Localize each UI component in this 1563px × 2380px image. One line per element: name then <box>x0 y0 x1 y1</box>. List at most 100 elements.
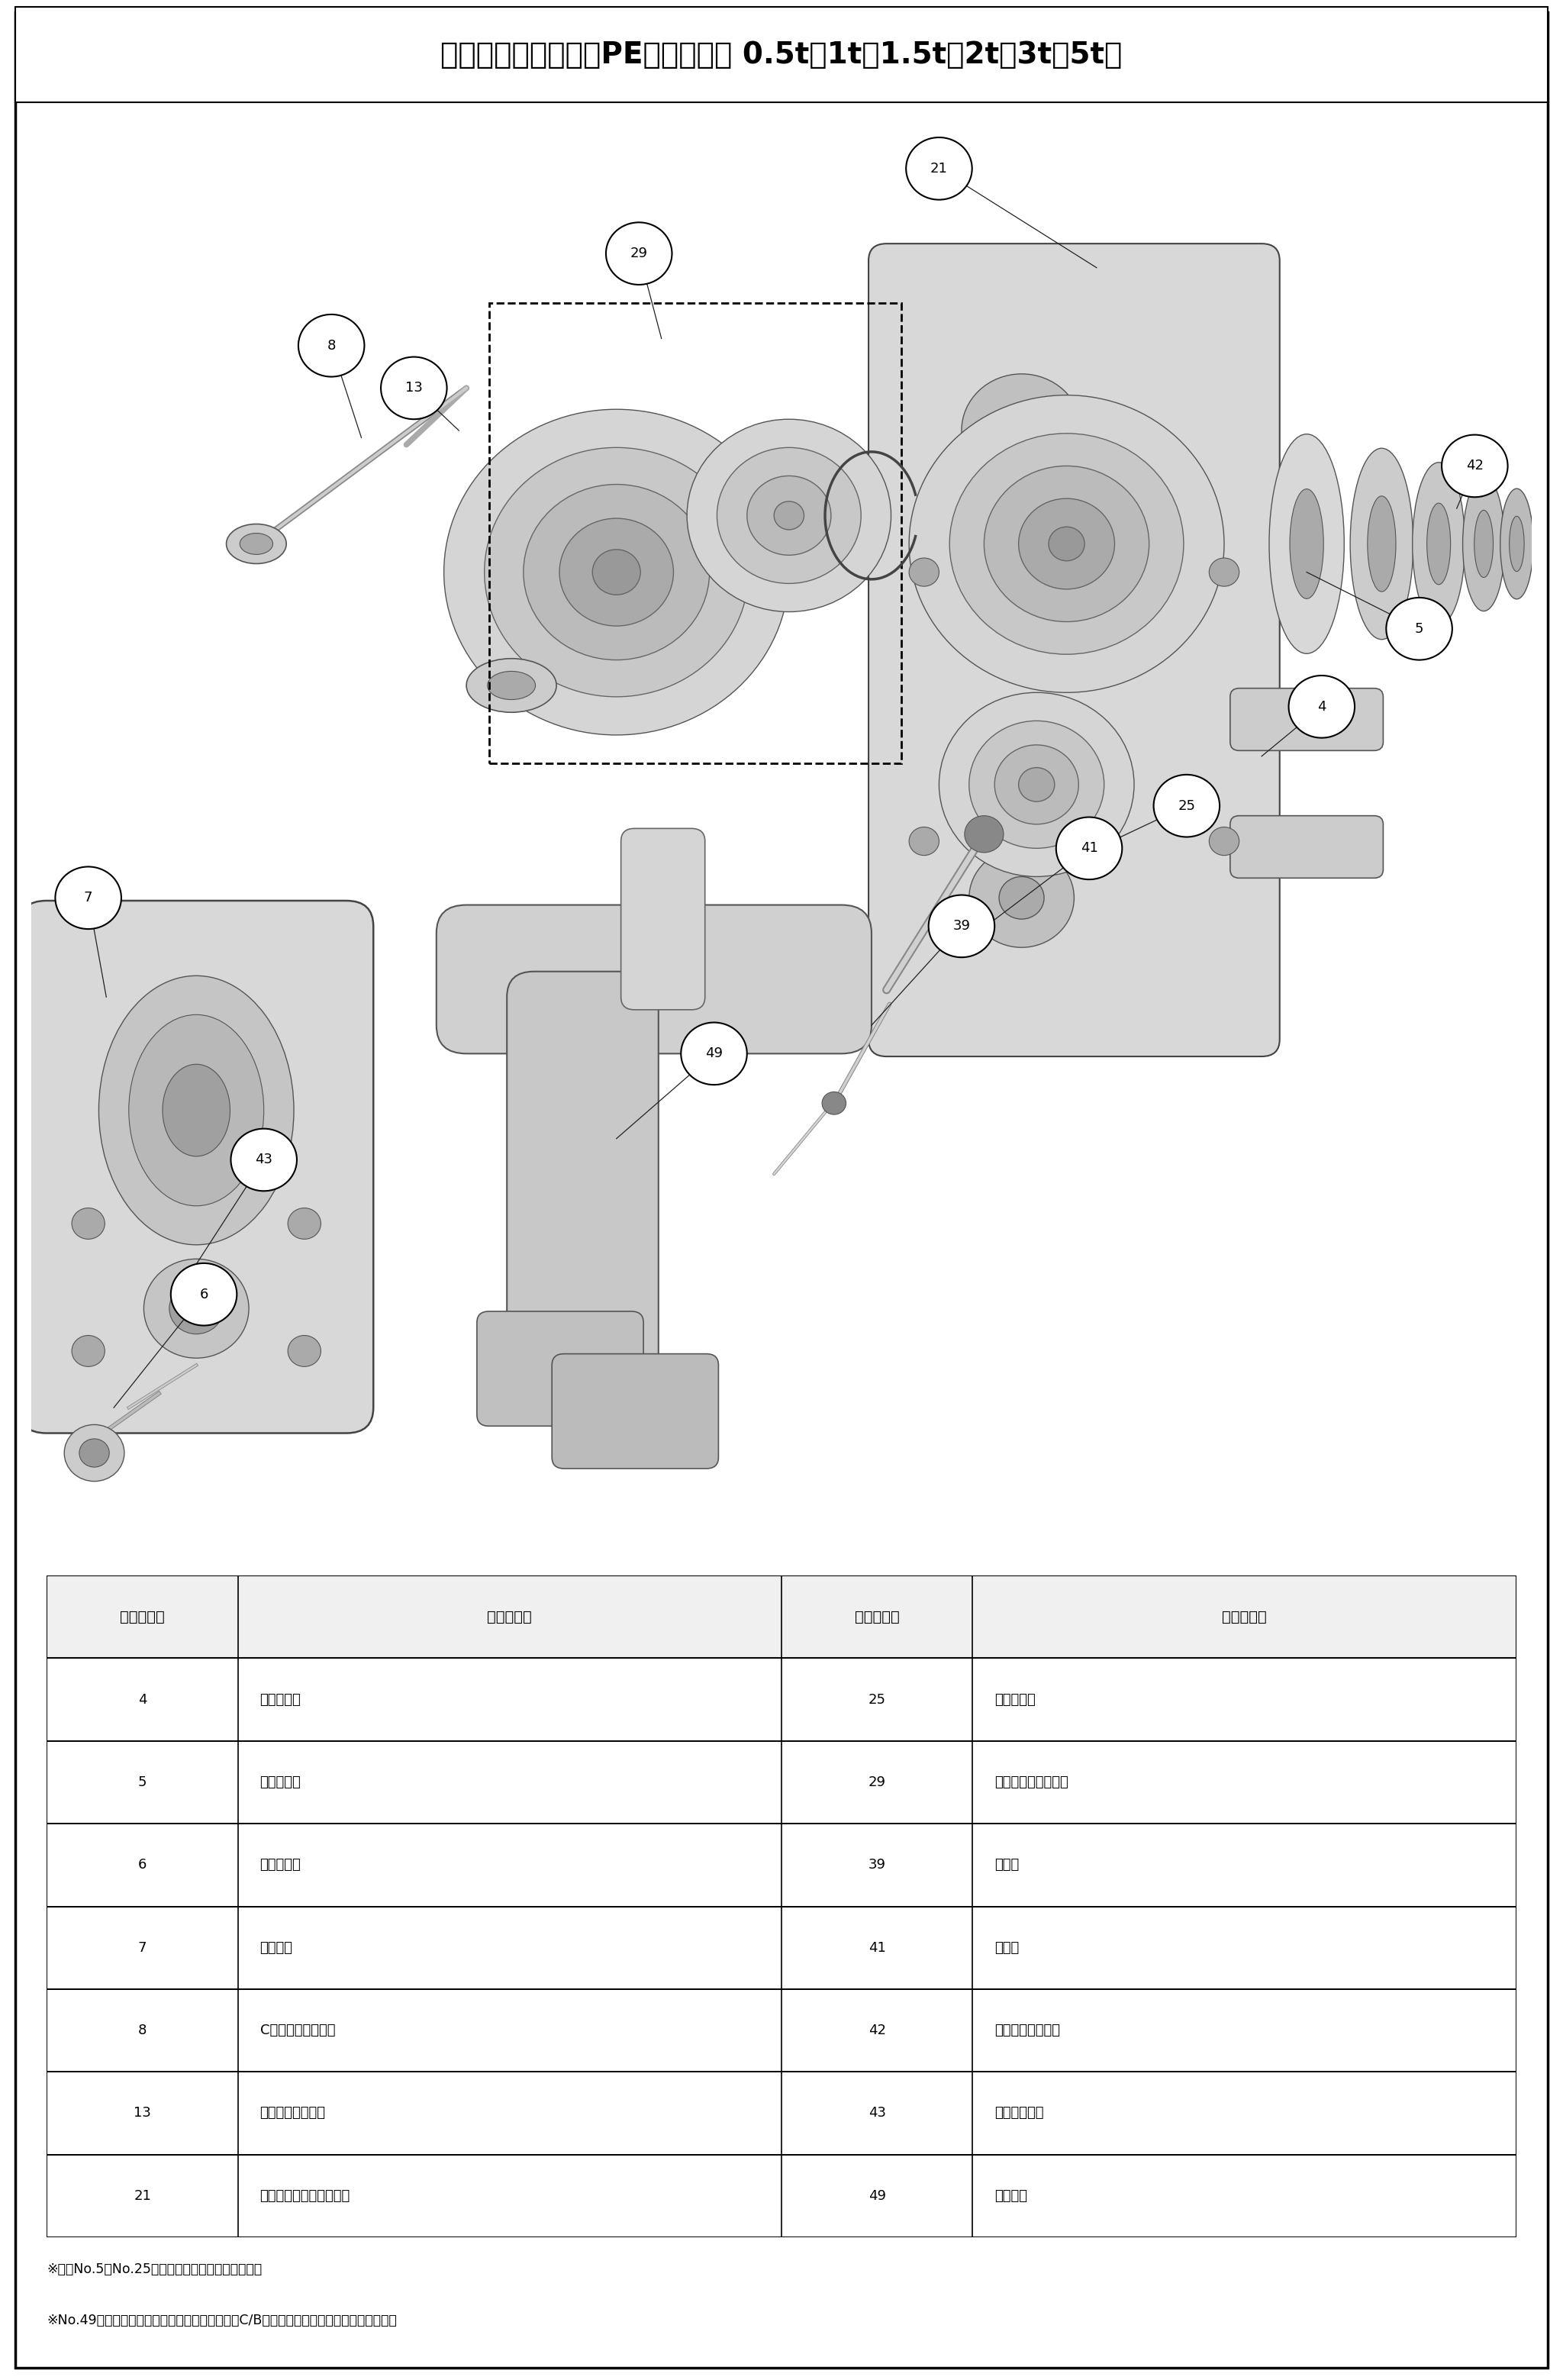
Text: 49: 49 <box>867 2190 886 2204</box>
Text: アジャストカラー: アジャストカラー <box>994 2023 1060 2037</box>
Circle shape <box>55 866 122 928</box>
Circle shape <box>994 745 1078 823</box>
Circle shape <box>485 447 749 697</box>
Circle shape <box>592 550 641 595</box>
Text: ばね座金: ばね座金 <box>259 1940 292 1954</box>
Circle shape <box>910 557 939 585</box>
Circle shape <box>231 1128 297 1190</box>
Circle shape <box>961 374 1082 488</box>
Circle shape <box>524 486 710 659</box>
Ellipse shape <box>163 1064 230 1157</box>
Circle shape <box>1441 436 1508 497</box>
Circle shape <box>1019 769 1055 802</box>
Circle shape <box>1057 816 1122 881</box>
FancyBboxPatch shape <box>621 828 705 1009</box>
Text: C形止め輪（軸用）: C形止め輪（軸用） <box>259 2023 334 2037</box>
Ellipse shape <box>1269 433 1344 654</box>
Text: 21: 21 <box>134 2190 152 2204</box>
Circle shape <box>144 1259 249 1359</box>
Circle shape <box>72 1209 105 1240</box>
Circle shape <box>80 1440 109 1466</box>
Text: 6: 6 <box>200 1288 208 1302</box>
Circle shape <box>747 476 832 555</box>
Text: 結合金具: 結合金具 <box>994 2190 1027 2204</box>
Circle shape <box>964 816 1003 852</box>
Text: 21: 21 <box>930 162 947 176</box>
Text: 29: 29 <box>867 1775 886 1790</box>
Text: 6: 6 <box>138 1859 147 1873</box>
Text: プレン側サイドプレート: プレン側サイドプレート <box>259 2190 350 2204</box>
Circle shape <box>1049 526 1085 562</box>
Text: プレンローラセット: プレンローラセット <box>994 1775 1069 1790</box>
Circle shape <box>985 466 1149 621</box>
FancyBboxPatch shape <box>1230 688 1383 750</box>
Bar <box>47 1990 1516 2071</box>
Circle shape <box>1210 828 1239 854</box>
Circle shape <box>169 1283 224 1335</box>
Circle shape <box>170 1264 238 1326</box>
Text: 割ピン: 割ピン <box>994 1940 1019 1954</box>
Text: 49: 49 <box>705 1047 722 1061</box>
FancyBboxPatch shape <box>436 904 872 1054</box>
Circle shape <box>1019 497 1114 590</box>
Ellipse shape <box>128 1014 264 1207</box>
Text: ※部品No.5とNo.25のボルトの長さが異なります。: ※部品No.5とNo.25のボルトの長さが異なります。 <box>47 2263 263 2275</box>
Text: 4: 4 <box>1318 700 1325 714</box>
Bar <box>47 1742 1516 1823</box>
Text: 5: 5 <box>138 1775 147 1790</box>
Text: 部　品　名: 部 品 名 <box>1222 1609 1266 1623</box>
Text: 41: 41 <box>1080 843 1097 854</box>
Ellipse shape <box>1500 488 1533 600</box>
Ellipse shape <box>1474 509 1493 578</box>
Circle shape <box>969 721 1103 847</box>
Text: 42: 42 <box>1466 459 1483 474</box>
Text: 39: 39 <box>953 919 971 933</box>
Text: 8: 8 <box>327 338 336 352</box>
Ellipse shape <box>1368 495 1396 593</box>
Circle shape <box>907 138 972 200</box>
Text: キープレート: キープレート <box>994 2106 1044 2121</box>
Bar <box>47 1906 1516 1990</box>
Text: 29: 29 <box>630 248 647 259</box>
Circle shape <box>288 1335 320 1366</box>
Circle shape <box>299 314 364 376</box>
Bar <box>47 1823 1516 1906</box>
Text: 7: 7 <box>84 890 92 904</box>
Text: 8: 8 <box>138 2023 147 2037</box>
Text: 分解図と部品名称：PE型（電気用 0.5t・1t・1.5t・2t・3t・5t）: 分解図と部品名称：PE型（電気用 0.5t・1t・1.5t・2t・3t・5t） <box>441 40 1122 69</box>
Circle shape <box>969 847 1074 947</box>
Circle shape <box>910 395 1224 693</box>
Text: 5: 5 <box>1415 621 1424 635</box>
FancyBboxPatch shape <box>552 1354 719 1468</box>
Circle shape <box>560 519 674 626</box>
Ellipse shape <box>1350 447 1413 640</box>
FancyBboxPatch shape <box>1230 816 1383 878</box>
Bar <box>16 7 1547 102</box>
Ellipse shape <box>1510 516 1524 571</box>
Circle shape <box>994 405 1049 457</box>
Text: ローラピン用座金: ローラピン用座金 <box>259 2106 325 2121</box>
Text: 4: 4 <box>138 1692 147 1706</box>
Circle shape <box>688 419 891 612</box>
FancyBboxPatch shape <box>477 1311 644 1426</box>
Circle shape <box>999 876 1044 919</box>
Text: 六角ボルト: 六角ボルト <box>259 1775 302 1790</box>
Circle shape <box>928 895 994 957</box>
Circle shape <box>1288 676 1355 738</box>
Circle shape <box>72 1335 105 1366</box>
Circle shape <box>444 409 789 735</box>
Circle shape <box>606 221 672 286</box>
Text: 六角ナット: 六角ナット <box>259 1859 302 1873</box>
Ellipse shape <box>1289 488 1324 600</box>
Text: 分解図符号: 分解図符号 <box>120 1609 164 1623</box>
Circle shape <box>717 447 861 583</box>
Circle shape <box>64 1426 125 1480</box>
Ellipse shape <box>1427 502 1450 585</box>
Circle shape <box>950 433 1183 654</box>
Text: 42: 42 <box>867 2023 886 2037</box>
Text: 43: 43 <box>255 1152 272 1166</box>
Bar <box>47 1659 1516 1742</box>
Text: 13: 13 <box>134 2106 152 2121</box>
Circle shape <box>774 502 803 531</box>
Circle shape <box>822 1092 846 1114</box>
